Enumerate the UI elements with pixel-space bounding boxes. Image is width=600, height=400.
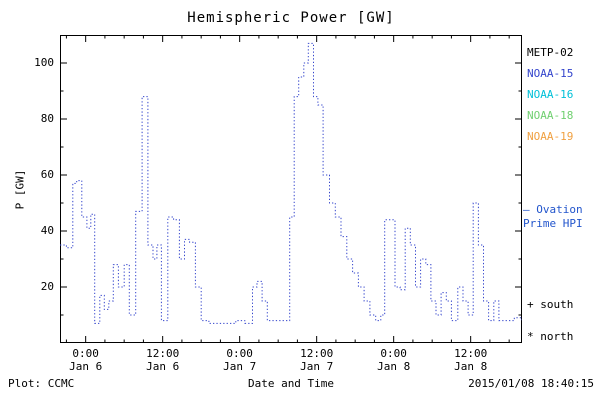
legend-item-noaa16: NOAA-16 bbox=[527, 88, 574, 101]
legend-item-metp02: METP-02 bbox=[527, 46, 574, 59]
x-tick-label: 0:00 Jan 7 bbox=[223, 347, 257, 373]
y-tick-label: 60 bbox=[40, 168, 54, 181]
legend-marker-south: + south bbox=[527, 298, 574, 311]
ovation-label-line2: Prime HPI bbox=[523, 217, 583, 230]
plot-source-label: Plot: CCMC bbox=[8, 377, 75, 390]
legend-marker-north: * north bbox=[527, 330, 574, 343]
y-tick-label: 20 bbox=[40, 280, 54, 293]
x-tick-label: 12:00 Jan 7 bbox=[300, 347, 334, 373]
x-axis-label: Date and Time bbox=[247, 377, 335, 390]
x-tick-label: 0:00 Jan 8 bbox=[377, 347, 411, 373]
y-tick-label: 40 bbox=[40, 224, 54, 237]
plot-timestamp: 2015/01/08 18:40:15 bbox=[468, 377, 594, 390]
chart-title: Hemispheric Power [GW] bbox=[187, 10, 395, 26]
ovation-label-line1: — Ovation bbox=[523, 203, 583, 216]
y-tick-label: 100 bbox=[34, 56, 54, 69]
series-label-ovation-prime-hpi: — Ovation Prime HPI bbox=[523, 203, 583, 231]
hpi-series-line bbox=[60, 42, 523, 324]
hpi-line-chart bbox=[60, 35, 523, 343]
x-tick-label: 12:00 Jan 8 bbox=[454, 347, 488, 373]
legend-item-noaa18: NOAA-18 bbox=[527, 109, 574, 122]
x-tick-label: 12:00 Jan 6 bbox=[146, 347, 180, 373]
y-tick-label: 80 bbox=[40, 112, 54, 125]
axes-frame bbox=[60, 35, 522, 343]
satellite-legend: METP-02 NOAA-15 NOAA-16 NOAA-18 NOAA-19 bbox=[527, 46, 573, 151]
legend-item-noaa15: NOAA-15 bbox=[527, 67, 574, 80]
x-tick-label: 0:00 Jan 6 bbox=[69, 347, 103, 373]
plot-area bbox=[60, 35, 523, 343]
legend-item-noaa19: NOAA-19 bbox=[527, 130, 574, 143]
